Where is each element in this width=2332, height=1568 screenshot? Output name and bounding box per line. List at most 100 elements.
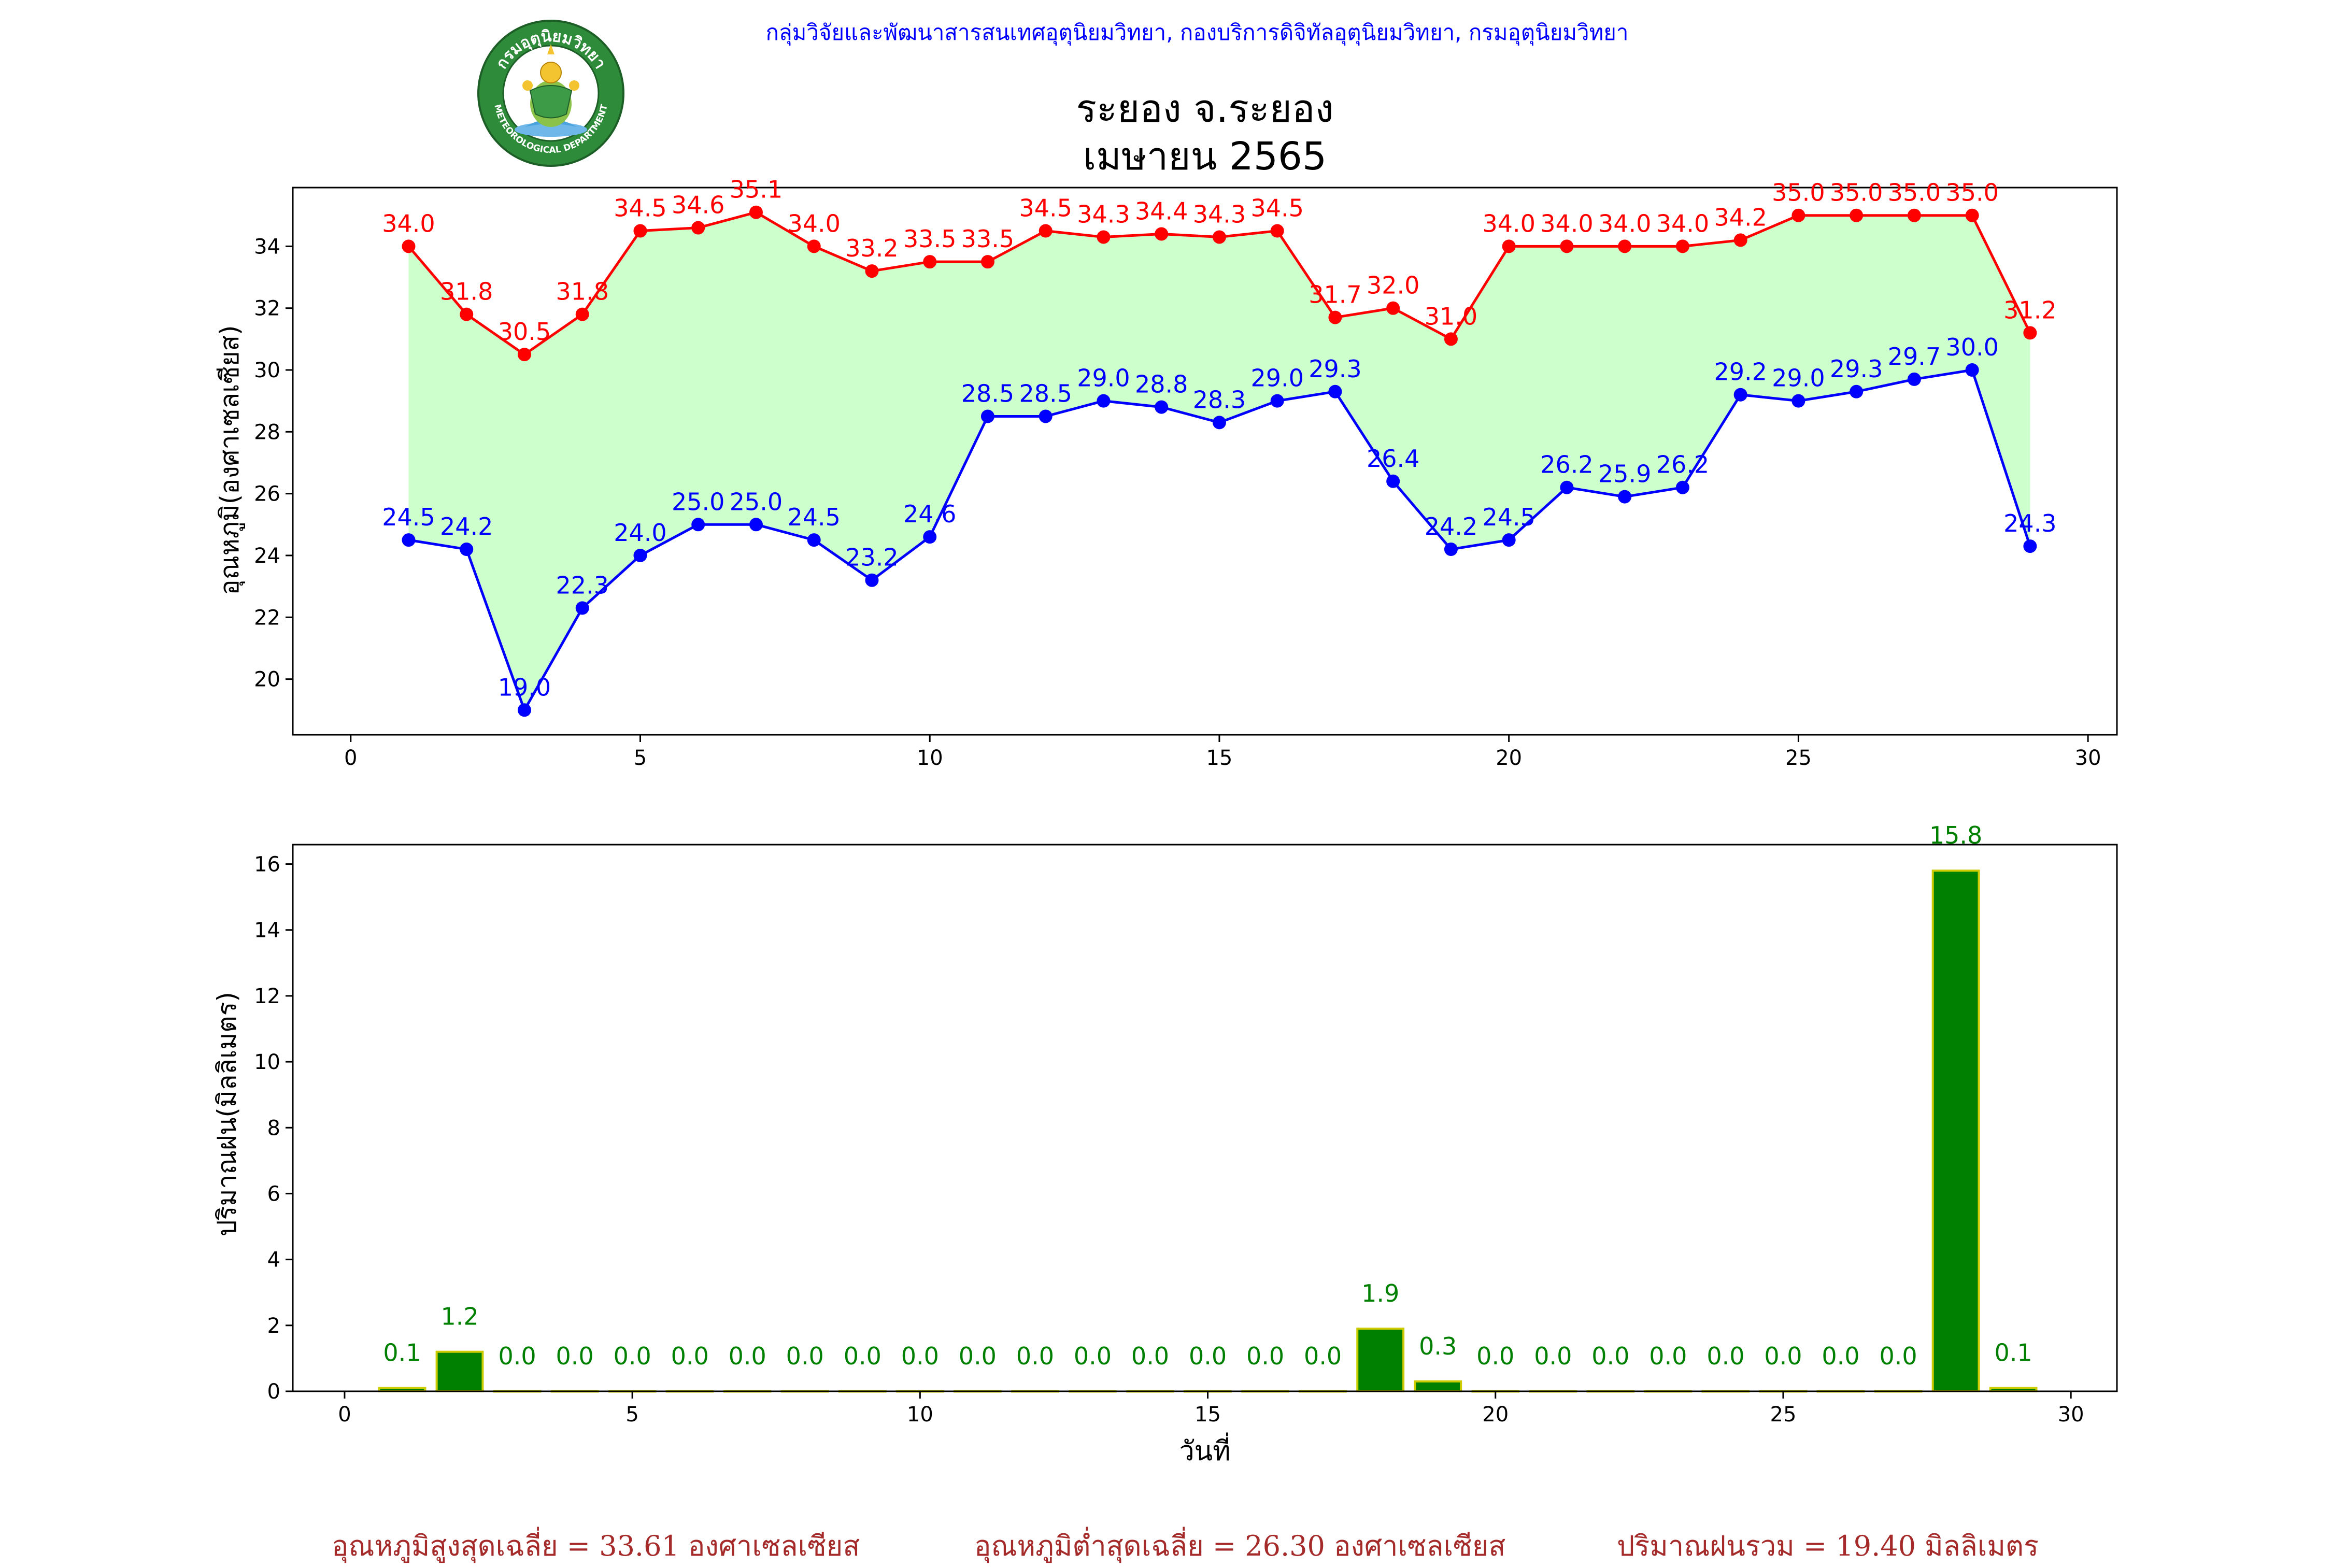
min-temperature-label: 30.0 [1945,333,1998,361]
min-temperature-label: 29.0 [1250,364,1303,392]
max-temperature-point [1270,224,1284,238]
min-temperature-label: 29.7 [1888,343,1941,370]
rainfall-bar-label: 0.0 [1822,1342,1859,1370]
rainfall-x-tick-label: 30 [2058,1403,2084,1427]
min-temperature-label: 24.5 [382,503,435,531]
max-temperature-point [402,239,416,253]
min-temperature-label: 24.5 [1482,503,1535,531]
max-temperature-label: 35.0 [1772,179,1825,207]
min-temperature-point [1328,384,1342,398]
max-temperature-label: 35.0 [1830,179,1883,207]
min-temperature-point [460,543,474,557]
max-temperature-point [1444,332,1458,346]
min-temperature-label: 26.4 [1367,445,1419,473]
temperature-x-tick-label: 0 [344,746,357,770]
max-temperature-point [1791,208,1805,222]
max-temperature-point [633,224,647,238]
max-temperature-point [1155,227,1169,241]
rainfall-bar [1931,869,1980,1392]
min-temperature-point [1965,363,1979,377]
rainfall-bar-label: 0.1 [383,1339,421,1367]
temperature-y-tick-label: 32 [254,297,280,321]
rainfall-bar [435,1350,484,1392]
rainfall-bar-label: 0.0 [498,1342,536,1370]
temperature-y-tick-label: 34 [254,235,280,259]
min-temperature-label: 22.3 [556,571,609,599]
min-temperature-point [1155,400,1169,414]
min-temperature-point [980,409,994,423]
temperature-y-tick-label: 22 [254,606,280,630]
rainfall-bar-label: 1.9 [1361,1279,1399,1307]
rainfall-bar-label: 0.0 [901,1342,939,1370]
rainfall-bar-label: 1.2 [440,1303,478,1331]
rainfall-x-tick-label: 20 [1482,1403,1509,1427]
min-temperature-point [633,548,647,562]
min-temperature-point [691,518,705,532]
max-temperature-point [1560,239,1574,253]
meteorological-department-logo: กรมอุตุนิยมวิทยา METEOROLOGICAL DEPARTME… [477,20,624,167]
max-temperature-point [691,221,705,235]
chart-title: ระยอง จ.ระยอง [1076,87,1333,131]
rainfall-y-axis-label: ปริมาณฝน(มิลลิเมตร) [212,992,242,1236]
min-temperature-point [1386,474,1400,488]
rainfall-bar-label: 0.0 [1304,1342,1342,1370]
min-temperature-label: 26.2 [1656,451,1709,479]
min-temperature-point [1039,409,1053,423]
min-temperature-label: 24.0 [614,519,666,547]
min-temperature-label: 28.5 [961,379,1014,407]
rainfall-y-tick-label: 0 [267,1380,280,1404]
min-temperature-label: 28.8 [1135,370,1188,398]
rainfall-bar-label: 0.0 [1189,1342,1227,1370]
rainfall-bar-label: 0.0 [1246,1342,1284,1370]
rainfall-bar-label: 0.0 [556,1342,594,1370]
max-temperature-point [923,255,937,269]
temperature-y-tick-label: 30 [254,359,280,382]
max-temperature-point [2023,326,2037,340]
temperature-y-axis-label: อุณหภูมิ(องศาเซลเซียส) [215,325,245,595]
rainfall-bar-label: 0.0 [1074,1342,1112,1370]
max-temperature-label: 32.0 [1367,272,1419,300]
total-rainfall: ปริมาณฝนรวม = 19.40 มิลลิเมตร [1617,1530,2039,1562]
rainfall-bar-label: 0.3 [1419,1332,1457,1360]
header-credit: กลุ่มวิจัยและพัฒนาสารสนเทศอุตุนิยมวิทยา,… [765,20,1629,45]
max-temperature-point [1502,239,1516,253]
temperature-x-tick-label: 20 [1496,746,1522,770]
min-temperature-point [1850,384,1864,398]
rainfall-y-tick-label: 12 [254,985,280,1008]
max-temperature-point [1675,239,1689,253]
max-temperature-label: 35.0 [1888,179,1941,207]
min-temperature-point [1675,480,1689,494]
min-temperature-label: 19.0 [498,673,551,701]
rainfall-x-tick-label: 10 [907,1403,933,1427]
max-temperature-label: 33.2 [845,234,898,262]
max-temperature-point [1212,230,1226,244]
min-temperature-label: 26.2 [1540,451,1593,479]
temperature-panel: 0 5 10 15 20 25 30 20 22 24 26 28 30 32 34 34.0 31.830.5… [254,176,2118,770]
max-temperature-point [980,255,994,269]
rainfall-bar-label: 0.0 [1534,1342,1572,1370]
max-temperature-label: 35.0 [1945,179,1998,207]
rainfall-x-tick-label: 25 [1770,1403,1797,1427]
rainfall-bar-label: 0.0 [1131,1342,1169,1370]
min-temperature-label: 23.2 [845,544,898,572]
min-temperature-label: 24.3 [2003,509,2056,537]
temperature-range-fill [408,212,2030,710]
max-temperature-label: 31.2 [2003,296,2056,324]
rainfall-bar-label: 0.1 [1995,1339,2032,1367]
rainfall-y-tick-label: 8 [267,1116,280,1140]
min-temperature-point [1444,543,1458,557]
temperature-y-tick-label: 28 [254,420,280,444]
rainfall-bar [1414,1380,1462,1393]
max-temperature-point [1328,310,1342,324]
rainfall-x-tick-label: 0 [338,1403,351,1427]
max-temperature-label: 35.1 [730,176,783,204]
max-temperature-point [1097,230,1111,244]
min-temperature-label: 29.0 [1077,364,1130,392]
rainfall-axes-frame [292,844,2118,1392]
rainfall-panel: 0.1 1.2 0.0 0.0 0.0 0.0 0.0 0.0 0.0 0.0 0.0 0.0 0.0 0… [254,821,2118,1427]
average-max-temperature: อุณหภูมิสูงสุดเฉลี่ย = 33.61 องศาเซลเซีย… [332,1530,860,1562]
min-temperature-point [1791,394,1805,408]
rainfall-y-tick-label: 2 [267,1314,280,1338]
rainfall-x-tick-label: 15 [1195,1403,1221,1427]
min-temperature-label: 24.2 [440,512,493,540]
